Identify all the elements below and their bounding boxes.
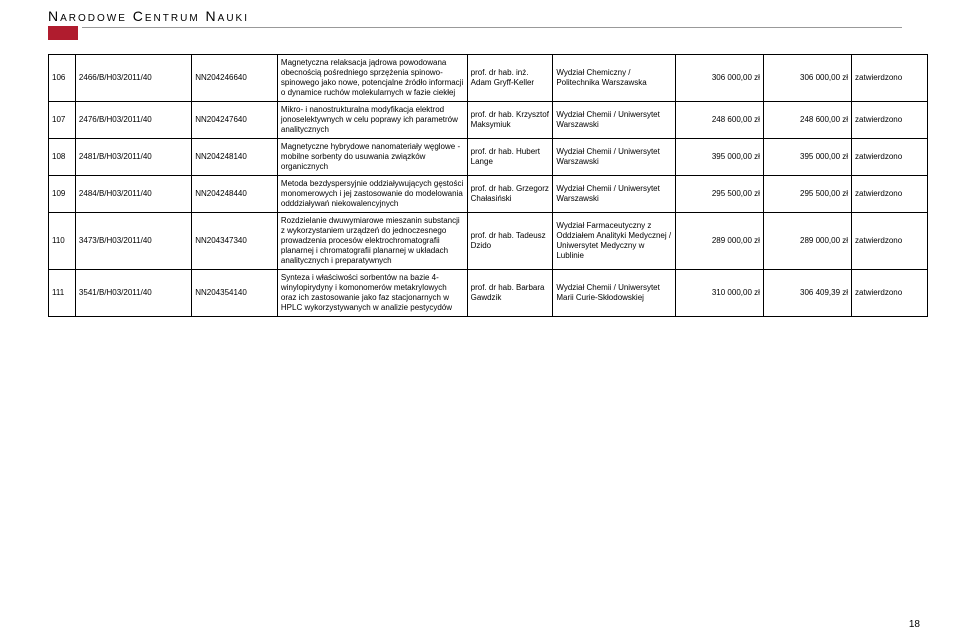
cell-amount-granted: 395 000,00 zł — [763, 139, 851, 176]
cell-project-title: Metoda bezdyspersyjnie oddziaływujących … — [277, 176, 467, 213]
cell-nn-code: NN204246640 — [192, 55, 278, 102]
page-number: 18 — [909, 619, 920, 630]
data-table: 1062466/B/H03/2011/40NN204246640Magnetyc… — [48, 54, 928, 317]
cell-person: prof. dr hab. Krzysztof Maksymiuk — [467, 102, 553, 139]
cell-reference: 3473/B/H03/2011/40 — [75, 213, 191, 270]
header-rule — [82, 27, 902, 28]
cell-reference: 2484/B/H03/2011/40 — [75, 176, 191, 213]
cell-reference: 2476/B/H03/2011/40 — [75, 102, 191, 139]
cell-amount-requested: 395 000,00 zł — [675, 139, 763, 176]
cell-project-title: Rozdzielanie dwuwymiarowe mieszanin subs… — [277, 213, 467, 270]
cell-index: 106 — [49, 55, 76, 102]
cell-person: prof. dr hab. Grzegorz Chałasiński — [467, 176, 553, 213]
table-row: 1103473/B/H03/2011/40NN204347340Rozdziel… — [49, 213, 928, 270]
cell-amount-requested: 289 000,00 zł — [675, 213, 763, 270]
cell-institution: Wydział Chemii / Uniwersytet Marii Curie… — [553, 270, 675, 317]
cell-institution: Wydział Chemii / Uniwersytet Warszawski — [553, 139, 675, 176]
table-row: 1113541/B/H03/2011/40NN204354140Synteza … — [49, 270, 928, 317]
cell-status: zatwierdzono — [852, 139, 928, 176]
cell-amount-requested: 295 500,00 zł — [675, 176, 763, 213]
cell-index: 110 — [49, 213, 76, 270]
header-bar — [48, 26, 902, 40]
cell-reference: 2466/B/H03/2011/40 — [75, 55, 191, 102]
cell-nn-code: NN204248140 — [192, 139, 278, 176]
cell-institution: Wydział Chemii / Uniwersytet Warszawski — [553, 102, 675, 139]
cell-institution: Wydział Chemii / Uniwersytet Warszawski — [553, 176, 675, 213]
cell-status: zatwierdzono — [852, 270, 928, 317]
org-title: Narodowe Centrum Nauki — [48, 8, 902, 24]
cell-project-title: Synteza i właściwości sorbentów na bazie… — [277, 270, 467, 317]
cell-project-title: Magnetyczna relaksacja jądrowa powodowan… — [277, 55, 467, 102]
page-header: Narodowe Centrum Nauki — [48, 8, 902, 40]
cell-amount-requested: 306 000,00 zł — [675, 55, 763, 102]
cell-amount-requested: 248 600,00 zł — [675, 102, 763, 139]
cell-nn-code: NN204347340 — [192, 213, 278, 270]
table-row: 1062466/B/H03/2011/40NN204246640Magnetyc… — [49, 55, 928, 102]
table-row: 1072476/B/H03/2011/40NN204247640Mikro- i… — [49, 102, 928, 139]
cell-amount-granted: 306 409,39 zł — [763, 270, 851, 317]
cell-status: zatwierdzono — [852, 102, 928, 139]
cell-project-title: Magnetyczne hybrydowe nanomateriały węgl… — [277, 139, 467, 176]
cell-index: 108 — [49, 139, 76, 176]
cell-nn-code: NN204248440 — [192, 176, 278, 213]
cell-reference: 2481/B/H03/2011/40 — [75, 139, 191, 176]
cell-nn-code: NN204354140 — [192, 270, 278, 317]
cell-person: prof. dr hab. inż. Adam Gryff-Keller — [467, 55, 553, 102]
cell-reference: 3541/B/H03/2011/40 — [75, 270, 191, 317]
cell-status: zatwierdzono — [852, 213, 928, 270]
cell-institution: Wydział Farmaceutyczny z Oddziałem Anali… — [553, 213, 675, 270]
cell-project-title: Mikro- i nanostrukturalna modyfikacja el… — [277, 102, 467, 139]
cell-person: prof. dr hab. Barbara Gawdzik — [467, 270, 553, 317]
cell-index: 107 — [49, 102, 76, 139]
data-table-wrap: 1062466/B/H03/2011/40NN204246640Magnetyc… — [48, 54, 928, 317]
cell-index: 111 — [49, 270, 76, 317]
cell-amount-granted: 295 500,00 zł — [763, 176, 851, 213]
logo-block — [48, 26, 78, 40]
cell-status: zatwierdzono — [852, 55, 928, 102]
cell-amount-granted: 289 000,00 zł — [763, 213, 851, 270]
cell-institution: Wydział Chemiczny / Politechnika Warszaw… — [553, 55, 675, 102]
cell-amount-requested: 310 000,00 zł — [675, 270, 763, 317]
cell-amount-granted: 306 000,00 zł — [763, 55, 851, 102]
cell-status: zatwierdzono — [852, 176, 928, 213]
cell-person: prof. dr hab. Tadeusz Dzido — [467, 213, 553, 270]
cell-nn-code: NN204247640 — [192, 102, 278, 139]
table-row: 1092484/B/H03/2011/40NN204248440Metoda b… — [49, 176, 928, 213]
cell-index: 109 — [49, 176, 76, 213]
cell-amount-granted: 248 600,00 zł — [763, 102, 851, 139]
cell-person: prof. dr hab. Hubert Lange — [467, 139, 553, 176]
table-row: 1082481/B/H03/2011/40NN204248140Magnetyc… — [49, 139, 928, 176]
